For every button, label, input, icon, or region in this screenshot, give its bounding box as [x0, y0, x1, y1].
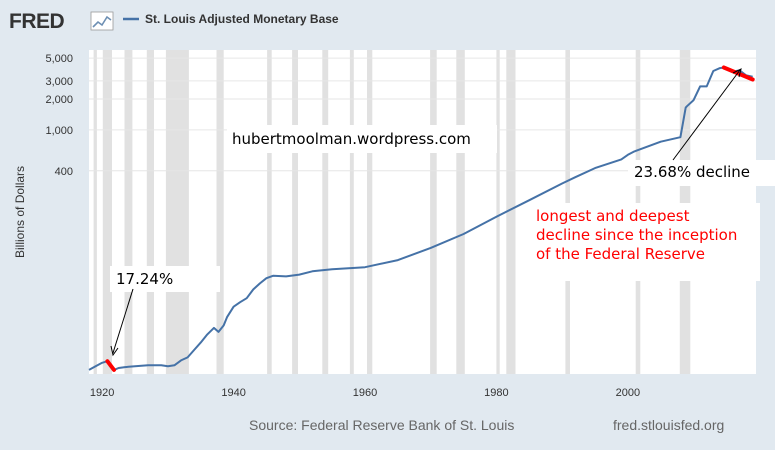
recession-band — [430, 50, 437, 374]
fred-logo[interactable]: FRED — [9, 10, 65, 33]
y-tick-label: 1,000 — [45, 125, 73, 137]
recent-decline-arrow-line — [672, 69, 741, 161]
note-line-3: of the Federal Reserve — [536, 245, 705, 263]
legend-label[interactable]: St. Louis Adjusted Monetary Base — [145, 12, 339, 26]
series-layer — [88, 65, 755, 372]
y-tick-label: 3,000 — [45, 76, 73, 88]
note-line-2: decline since the inception — [536, 226, 737, 244]
y-tick-label: 5,000 — [45, 53, 73, 65]
x-tick-label: 1960 — [353, 387, 377, 399]
early-decline-label: 17.24% — [116, 270, 173, 288]
source-text: Source: Federal Reserve Bank of St. Loui… — [249, 417, 514, 433]
recession-band — [93, 50, 97, 374]
recession-band — [292, 50, 298, 374]
series-line — [88, 66, 753, 371]
recent-decline-arrowhead — [732, 68, 742, 78]
early-decline-box — [110, 266, 220, 292]
recession-band — [146, 50, 154, 374]
recession-band — [506, 50, 516, 374]
recession-band — [322, 50, 329, 374]
recent-decline-label: 23.68% decline — [634, 163, 750, 181]
decline-highlight — [721, 65, 755, 82]
early-decline-arrowhead — [110, 345, 119, 357]
watermark-box — [227, 125, 497, 153]
decline-highlight — [105, 359, 116, 372]
recession-band — [456, 50, 465, 374]
recession-band — [496, 50, 500, 374]
note-box — [532, 203, 760, 281]
recession-band — [216, 50, 224, 374]
fred-logo-chart-icon — [90, 11, 114, 31]
x-tick-label: 1980 — [484, 387, 508, 399]
recession-band — [349, 50, 354, 374]
x-tick-label: 2000 — [616, 387, 640, 399]
y-tick-label: 400 — [55, 166, 73, 178]
x-axis-ticks: 1920 1940 1960 1980 2000 — [90, 387, 640, 399]
recession-band — [102, 50, 112, 374]
y-axis-ticks: 400 1,000 2,000 3,000 5,000 — [45, 53, 73, 178]
recession-band — [267, 50, 272, 374]
x-tick-label: 1940 — [221, 387, 245, 399]
recession-band — [367, 50, 373, 374]
note-line-1: longest and deepest — [536, 207, 690, 225]
early-decline-arrow-line — [112, 288, 134, 354]
site-link[interactable]: fred.stlouisfed.org — [613, 417, 724, 433]
x-tick-label: 1920 — [90, 387, 114, 399]
watermark-text: hubertmoolman.wordpress.com — [232, 130, 471, 148]
y-tick-label: 2,000 — [45, 94, 73, 106]
y-axis-label: Billions of Dollars — [13, 166, 27, 258]
recession-band — [165, 50, 189, 374]
recent-decline-box — [628, 160, 775, 186]
recession-band — [124, 50, 133, 374]
